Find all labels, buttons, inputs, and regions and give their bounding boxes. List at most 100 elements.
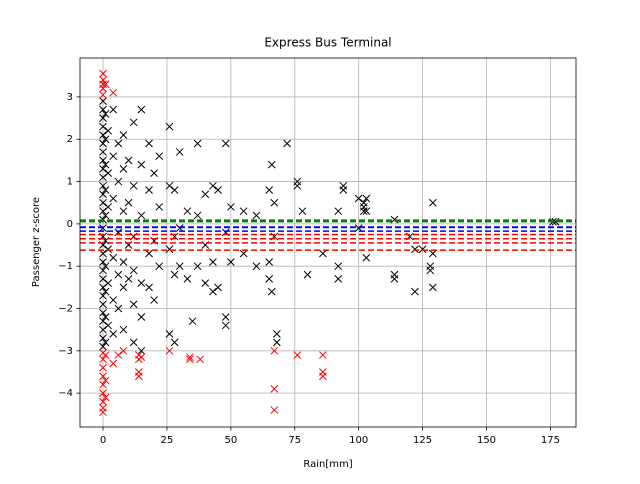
point [109, 105, 118, 114]
point [150, 296, 158, 304]
point [334, 275, 343, 283]
point [99, 181, 107, 190]
point [265, 275, 274, 283]
point [104, 203, 112, 211]
point [155, 203, 164, 211]
point [145, 186, 153, 194]
point [99, 156, 107, 165]
point [273, 338, 281, 347]
point [99, 258, 107, 266]
point [114, 304, 123, 313]
point [188, 317, 197, 326]
point [201, 190, 210, 199]
point [183, 275, 192, 283]
point [119, 207, 128, 216]
x-tick-label: 50 [224, 435, 237, 446]
point [99, 342, 107, 351]
point [101, 110, 110, 118]
point [101, 80, 110, 89]
point [99, 408, 107, 417]
point [298, 207, 307, 216]
point [99, 334, 107, 342]
point [99, 291, 107, 300]
point [186, 353, 194, 362]
x-tick-label: 175 [541, 435, 560, 446]
point [145, 139, 153, 148]
point [101, 160, 110, 169]
point [99, 363, 107, 372]
point [362, 194, 371, 203]
point [339, 186, 348, 194]
point [99, 249, 107, 258]
point [319, 372, 327, 381]
point [104, 169, 112, 177]
point [99, 90, 107, 99]
point [99, 380, 107, 389]
point [99, 190, 107, 199]
point [129, 300, 138, 309]
ticks: 0 25 50 75 100 125 150 175 −4 −3 −2 −1 0 1 2 3 [58, 92, 560, 446]
point [196, 355, 205, 364]
y-tick-label: −2 [58, 304, 73, 315]
point [137, 279, 146, 287]
point [362, 253, 371, 262]
point [165, 346, 174, 355]
point [252, 211, 261, 220]
x-tick-label: 150 [477, 435, 496, 446]
point [109, 330, 118, 338]
y-tick-label: 0 [67, 219, 73, 230]
point [137, 353, 146, 362]
x-axis-label: Rain[mm] [303, 459, 352, 470]
point [99, 131, 107, 139]
point [428, 283, 437, 292]
point [129, 338, 138, 347]
point [175, 262, 184, 271]
point [265, 186, 274, 194]
point [170, 270, 179, 279]
point [267, 160, 276, 169]
point [99, 275, 107, 283]
point [214, 186, 222, 194]
point [150, 169, 158, 177]
point [428, 249, 437, 258]
point [99, 165, 107, 173]
point [221, 321, 230, 330]
point [99, 122, 107, 131]
point [99, 325, 107, 334]
point [252, 262, 261, 271]
point [124, 156, 133, 165]
point [129, 181, 138, 190]
point [155, 152, 164, 161]
point [359, 198, 368, 207]
chart-title: Express Bus Terminal [264, 36, 391, 50]
plot-area [80, 69, 576, 417]
point [165, 245, 174, 254]
point [270, 198, 279, 207]
y-tick-label: −4 [58, 388, 73, 399]
point [193, 139, 202, 148]
point [265, 258, 274, 266]
point [303, 270, 312, 279]
point [165, 330, 174, 338]
point [165, 122, 174, 131]
point [411, 245, 419, 254]
point [99, 173, 107, 182]
point [221, 139, 230, 148]
point [99, 300, 107, 309]
point [124, 198, 133, 207]
point [99, 317, 107, 326]
point [101, 211, 110, 220]
y-tick-label: 3 [67, 92, 73, 103]
point [119, 258, 128, 266]
axes-frame [79, 57, 577, 428]
point [193, 262, 202, 271]
point [119, 283, 128, 292]
y-tick-label: −3 [58, 346, 73, 357]
x-tick-label: 25 [161, 435, 174, 446]
point [99, 105, 107, 114]
point [101, 393, 110, 402]
point [114, 270, 123, 279]
point [170, 338, 179, 347]
